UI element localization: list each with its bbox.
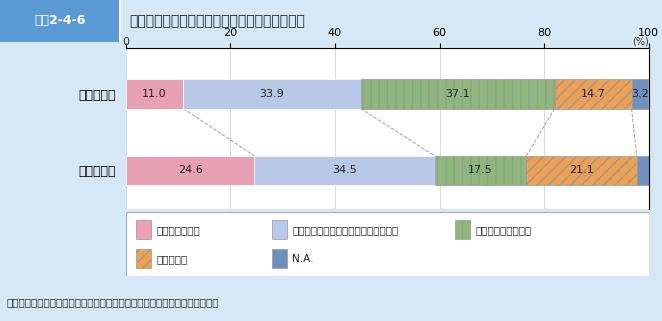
- Text: 37.1: 37.1: [446, 89, 470, 99]
- Bar: [272, 249, 287, 268]
- Text: 延命治療は望まない: 延命治療は望まない: [475, 225, 532, 235]
- Bar: [254, 156, 435, 185]
- Bar: [361, 80, 555, 108]
- Bar: [136, 249, 151, 268]
- Bar: [435, 156, 526, 185]
- Bar: [526, 156, 637, 185]
- Bar: [637, 156, 649, 185]
- Text: N.A.: N.A.: [292, 254, 314, 264]
- Bar: [555, 80, 632, 108]
- Text: 14.7: 14.7: [581, 89, 606, 99]
- Text: 延命治療を望む: 延命治療を望む: [156, 225, 200, 235]
- Text: わからない: わからない: [156, 254, 187, 264]
- Text: 0: 0: [122, 37, 129, 47]
- Text: 21.1: 21.1: [569, 165, 594, 176]
- Bar: [126, 156, 254, 185]
- Bar: [632, 80, 648, 108]
- Text: 24.6: 24.6: [177, 165, 203, 176]
- Text: 33.9: 33.9: [260, 89, 284, 99]
- Bar: [119, 0, 121, 42]
- Text: 11.0: 11.0: [142, 89, 167, 99]
- Text: 死期が迫っている場合の自分／家族の延命治療: 死期が迫っている場合の自分／家族の延命治療: [129, 14, 305, 28]
- Text: 17.5: 17.5: [468, 165, 493, 176]
- Bar: [455, 220, 470, 239]
- Bar: [0, 0, 119, 42]
- Bar: [183, 80, 361, 108]
- Text: どちらかというと延命治療は望まない: どちらかというと延命治療は望まない: [292, 225, 399, 235]
- Text: 資料：終末期医療に関する調査（終末期医療のあり方に関する懇談会）より: 資料：終末期医療に関する調査（終末期医療のあり方に関する懇談会）より: [7, 297, 219, 307]
- Text: 3.2: 3.2: [631, 89, 649, 99]
- Text: 34.5: 34.5: [332, 165, 357, 176]
- Text: 図表2-4-6: 図表2-4-6: [34, 14, 85, 27]
- Bar: [272, 220, 287, 239]
- Bar: [136, 220, 151, 239]
- Bar: [126, 80, 183, 108]
- Text: (%): (%): [632, 37, 649, 47]
